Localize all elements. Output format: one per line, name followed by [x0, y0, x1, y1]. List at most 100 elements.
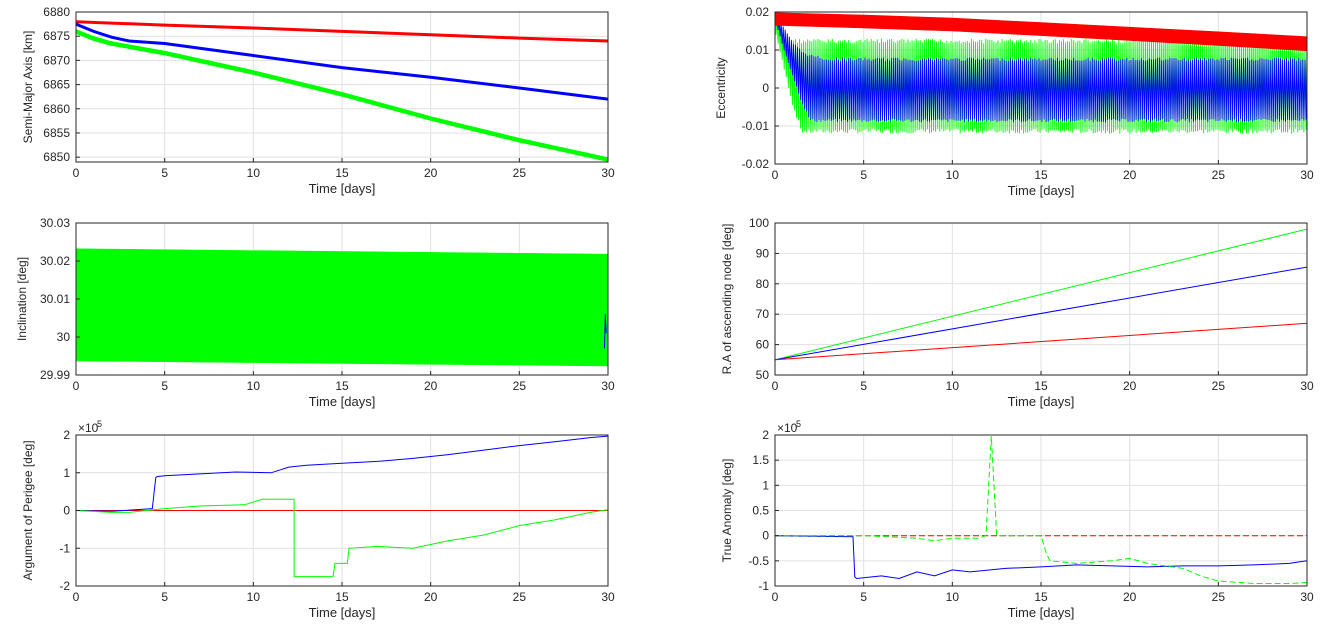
x-tick-label: 0 [73, 590, 80, 604]
y-tick-label: -2 [59, 579, 70, 593]
x-tick-label: 20 [1123, 590, 1137, 604]
y-tick-label: 6875 [43, 29, 70, 43]
x-tick-label: 5 [161, 166, 168, 180]
x-tick-label: 15 [335, 379, 349, 393]
series-group [76, 248, 608, 367]
y-axis-multiplier: ×10 [78, 421, 99, 435]
y-tick-label: 2 [762, 428, 769, 442]
x-tick-label: 30 [601, 166, 615, 180]
x-tick-label: 15 [335, 590, 349, 604]
y-axis-exponent: 5 [796, 419, 801, 429]
x-tick-label: 20 [424, 166, 438, 180]
series-raan-1 [775, 266, 1307, 361]
y-tick-label: 6855 [43, 126, 70, 140]
series-sma-1 [76, 22, 608, 101]
x-tick-label: 5 [860, 590, 867, 604]
x-axis-label: Time [days] [1008, 183, 1075, 198]
chart-ta: 0 5 10 15 20 25 30 -1 -0.5 0 0.5 1 1.5 2 Time [days] Tr… [720, 419, 1314, 620]
y-tick-label: -0.5 [748, 554, 769, 568]
x-tick-label: 25 [513, 590, 527, 604]
x-tick-label: 0 [73, 379, 80, 393]
y-axis-label: Eccentricity [714, 57, 728, 118]
series-raan-0 [775, 228, 1307, 361]
y-tick-label: 0 [762, 81, 769, 95]
y-tick-label: 6865 [43, 78, 70, 92]
y-axis-label: True Anomaly [deg] [720, 459, 734, 563]
series-group [76, 20, 608, 162]
x-tick-label: 10 [946, 168, 960, 182]
x-tick-label: 30 [601, 590, 615, 604]
x-tick-label: 25 [1212, 379, 1226, 393]
series-argp-1 [76, 435, 608, 512]
x-tick-label: 30 [1300, 590, 1314, 604]
y-axis-multiplier: ×10 [777, 421, 798, 435]
chart-inc: 0 5 10 15 20 25 30 29.99 30 30.01 30.02 30.03 Time [… [15, 216, 615, 409]
x-tick-label: 25 [513, 166, 527, 180]
y-tick-label: 6860 [43, 102, 70, 116]
y-tick-label: -1 [758, 579, 769, 593]
x-tick-label: 15 [1034, 379, 1048, 393]
y-tick-label: 70 [756, 307, 770, 321]
y-tick-label: 1.5 [752, 453, 769, 467]
x-tick-label: 0 [772, 590, 779, 604]
y-tick-label: 6880 [43, 5, 70, 19]
series-ta-1 [775, 535, 1307, 580]
y-tick-label: 1 [63, 466, 70, 480]
y-tick-label: 100 [749, 216, 769, 230]
y-tick-label: 30 [57, 330, 71, 344]
x-tick-label: 5 [860, 379, 867, 393]
series-inc-1 [604, 314, 607, 349]
series-group [775, 435, 1307, 584]
x-tick-label: 15 [335, 166, 349, 180]
x-axis-label: Time [days] [309, 394, 376, 409]
y-tick-label: 60 [756, 338, 770, 352]
y-tick-label: 2 [63, 428, 70, 442]
x-tick-label: 25 [513, 379, 527, 393]
chart-ecc: 0 5 10 15 20 25 30 -0.02 -0.01 0 0.01 0.02 Time [day… [714, 5, 1314, 198]
y-tick-label: -1 [59, 541, 70, 555]
x-tick-label: 30 [601, 379, 615, 393]
x-axis-label: Time [days] [309, 605, 376, 620]
x-tick-label: 10 [946, 379, 960, 393]
y-tick-label: 30.02 [40, 254, 70, 268]
y-tick-label: -0.02 [742, 157, 770, 171]
x-tick-label: 0 [772, 379, 779, 393]
x-tick-label: 10 [946, 590, 960, 604]
x-axis-label: Time [days] [309, 181, 376, 196]
y-axis-label: Semi-Major Axis [km] [21, 31, 35, 144]
y-axis-label: R.A of ascending node [deg] [720, 224, 734, 375]
x-tick-label: 15 [1034, 168, 1048, 182]
y-tick-label: 6870 [43, 53, 70, 67]
x-tick-label: 20 [424, 379, 438, 393]
series-group [775, 228, 1307, 361]
series-ta-2 [775, 435, 1307, 584]
y-axis-exponent: 5 [97, 419, 102, 429]
x-tick-label: 0 [772, 168, 779, 182]
series-inc-0 [76, 248, 608, 367]
series-sma-2 [76, 29, 608, 162]
y-tick-label: 30.03 [40, 216, 70, 230]
x-tick-label: 20 [1123, 379, 1137, 393]
series-sma-0 [76, 20, 608, 43]
y-tick-label: 80 [756, 277, 770, 291]
x-tick-label: 30 [1300, 168, 1314, 182]
series-argp-2 [76, 498, 608, 578]
y-tick-label: 0.01 [746, 43, 770, 57]
y-tick-label: 1 [762, 478, 769, 492]
x-tick-label: 25 [1212, 168, 1226, 182]
y-tick-label: 30.01 [40, 292, 70, 306]
x-tick-label: 30 [1300, 379, 1314, 393]
y-tick-label: 0.02 [746, 5, 770, 19]
chart-argp: 0 5 10 15 20 25 30 -2 -1 0 1 2 Time [days] Argument o… [21, 419, 615, 620]
series-ecc-1 [775, 12, 1307, 123]
series-raan-2 [775, 322, 1307, 361]
x-tick-label: 5 [161, 379, 168, 393]
y-axis-label: Argument of Perigee [deg] [21, 440, 35, 580]
chart-raan: 0 5 10 15 20 25 30 50 60 70 80 90 100 Time [days] R.A … [720, 216, 1314, 409]
x-tick-label: 15 [1034, 590, 1048, 604]
series-group [76, 435, 608, 578]
y-tick-label: 0 [63, 504, 70, 518]
x-tick-label: 10 [247, 590, 261, 604]
y-axis-label: Inclination [deg] [15, 257, 29, 341]
x-tick-label: 5 [161, 590, 168, 604]
